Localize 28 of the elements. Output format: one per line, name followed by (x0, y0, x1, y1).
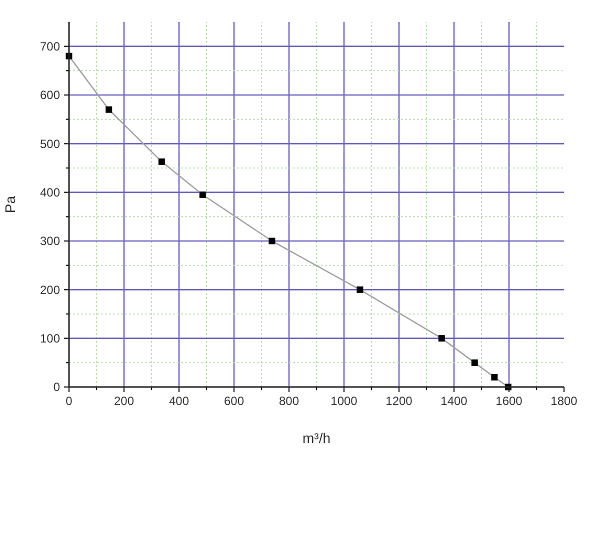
y-tick-label: 200 (40, 282, 60, 297)
x-tick-label: 1600 (496, 394, 523, 408)
x-tick-label: 600 (224, 394, 244, 408)
point (491, 374, 498, 381)
x-tick-label: 1000 (330, 394, 358, 408)
point (471, 359, 478, 366)
point (106, 106, 112, 113)
x-axis-title: m³/h (302, 430, 330, 446)
point (356, 286, 364, 293)
y-tick-label: 700 (40, 40, 60, 54)
point (158, 158, 165, 165)
x-tick-label: 800 (278, 394, 300, 408)
y-tick-label: 300 (40, 234, 60, 248)
y-tick-label: 0 (53, 380, 60, 394)
y-axis-title: Pa (2, 196, 18, 214)
point (268, 238, 276, 244)
y-tick-label: 100 (40, 332, 60, 346)
x-tick-label: 0 (66, 394, 73, 408)
x-tick-label: 400 (168, 394, 190, 408)
point (199, 192, 206, 198)
x-tick-label: 1400 (440, 394, 468, 408)
y-tick-label: 500 (40, 136, 60, 151)
y-tick-label: 600 (40, 88, 60, 102)
x-tick-label: 200 (114, 394, 134, 408)
point (438, 335, 445, 342)
x-tick-label: 1200 (386, 394, 413, 408)
y-tick-label: 400 (40, 186, 60, 200)
x-tick-label: 1800 (550, 394, 578, 408)
